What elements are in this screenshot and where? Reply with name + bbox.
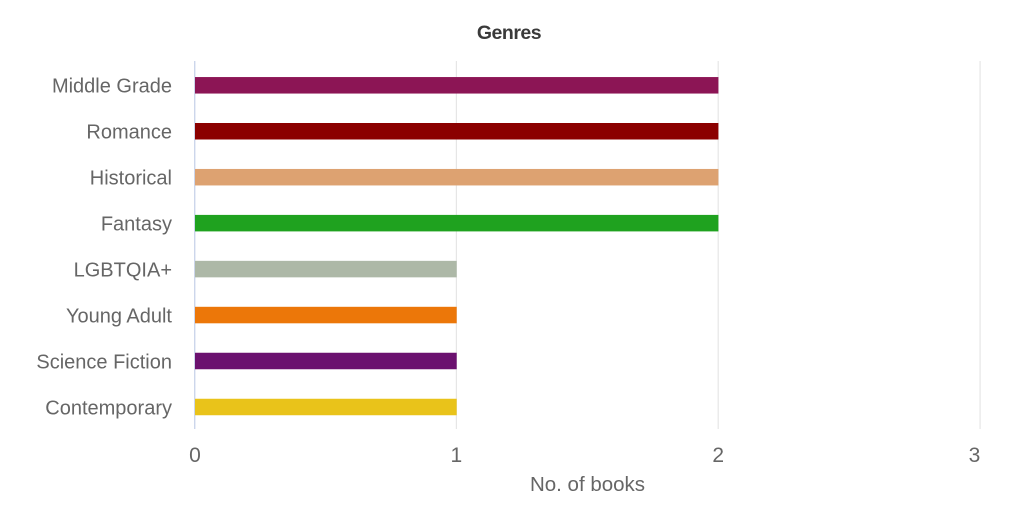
svg-text:Historical: Historical [90, 168, 172, 190]
svg-text:0: 0 [189, 444, 201, 467]
svg-text:Genres: Genres [477, 22, 542, 44]
svg-text:Science Fiction: Science Fiction [36, 351, 172, 373]
svg-text:2: 2 [712, 444, 724, 467]
svg-text:Fantasy: Fantasy [101, 214, 172, 236]
svg-text:Young Adult: Young Adult [66, 305, 172, 327]
svg-text:No. of books: No. of books [530, 473, 645, 496]
svg-text:Contemporary: Contemporary [45, 397, 172, 419]
svg-text:LGBTQIA+: LGBTQIA+ [74, 259, 172, 281]
svg-text:Middle Grade: Middle Grade [52, 76, 172, 98]
svg-text:Romance: Romance [86, 122, 172, 144]
svg-text:3: 3 [969, 444, 981, 467]
svg-text:1: 1 [451, 444, 463, 467]
